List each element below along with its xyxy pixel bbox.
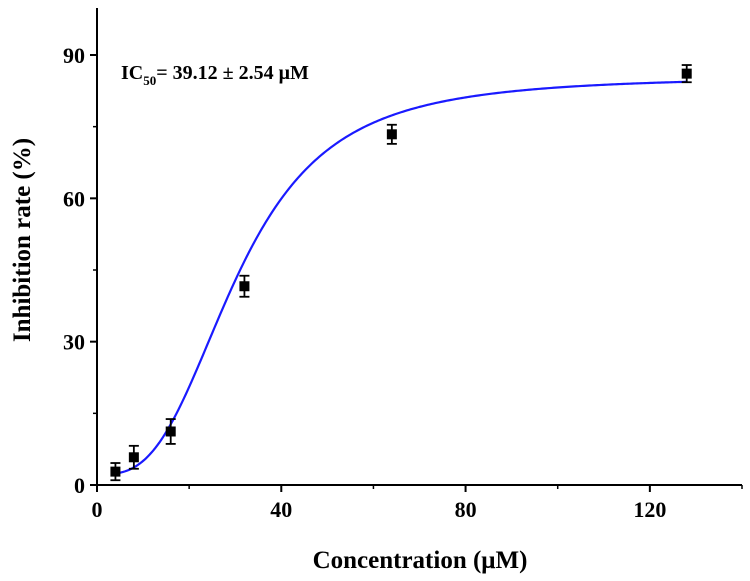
marker-32 xyxy=(239,281,250,292)
x-axis-title: Concentration (μM) xyxy=(313,547,528,574)
data-points-layer xyxy=(110,64,692,482)
tick-labels: 0 40 80 120 0 30 60 90 xyxy=(63,43,666,522)
marker-16 xyxy=(165,426,176,437)
data-point-4 xyxy=(110,462,121,482)
x-tick-label-0: 0 xyxy=(92,497,103,522)
data-point-32 xyxy=(239,274,250,298)
marker-4 xyxy=(110,466,121,477)
data-point-8 xyxy=(128,444,139,470)
y-tick-label-90: 90 xyxy=(63,43,85,68)
fit-curve-layer xyxy=(115,80,687,475)
fit-curve xyxy=(115,80,687,475)
data-point-128 xyxy=(681,64,692,84)
x-tick-label-120: 120 xyxy=(633,497,666,522)
y-tick-label-0: 0 xyxy=(74,473,85,498)
y-tick-label-30: 30 xyxy=(63,330,85,355)
data-point-16 xyxy=(165,418,176,445)
y-tick-label-60: 60 xyxy=(63,186,85,211)
marker-8 xyxy=(128,452,139,463)
y-axis-title: Inhibition rate (%) xyxy=(9,138,36,342)
data-point-64 xyxy=(386,123,397,145)
marker-64 xyxy=(386,129,397,140)
x-tick-label-40: 40 xyxy=(270,497,292,522)
axes xyxy=(90,8,743,492)
x-tick-label-80: 80 xyxy=(455,497,477,522)
ic50-annotation: IC50= 39.12 ± 2.54 μM xyxy=(121,62,309,88)
marker-128 xyxy=(681,68,692,79)
